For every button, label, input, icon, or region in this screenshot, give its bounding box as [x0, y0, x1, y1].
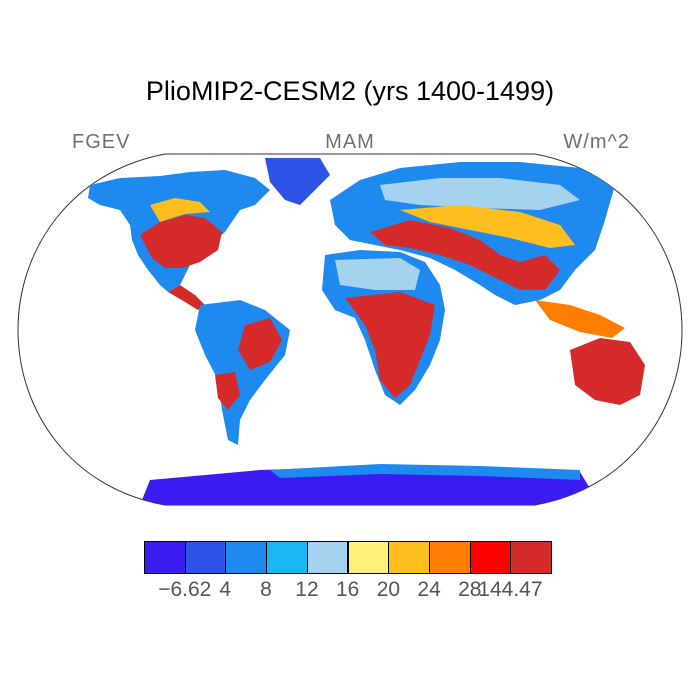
colorbar-label-6: 24	[417, 578, 441, 601]
na-hotspot	[140, 215, 222, 268]
colorbar-box-9	[510, 541, 552, 574]
africa-hotspot	[345, 292, 435, 398]
colorbar-label-7: 28	[458, 578, 482, 601]
sahara	[335, 258, 420, 290]
colorbar-label-4: 16	[336, 578, 360, 601]
colorbar-box-7	[428, 541, 471, 574]
australia	[570, 338, 645, 405]
colorbar-box-8	[469, 541, 512, 574]
colorbar-label-3: 12	[295, 578, 319, 601]
na-warm	[150, 198, 210, 222]
sa-hotspot-2	[215, 372, 240, 410]
colorbar-box-1	[184, 541, 227, 574]
season-label: MAM	[325, 131, 375, 153]
colorbar-box-5	[347, 541, 390, 574]
asia-warm	[400, 205, 575, 248]
greenland	[265, 158, 330, 205]
units-label: W/m^2	[563, 131, 630, 153]
colorbar-label-2: 8	[260, 578, 272, 601]
colorbar-box-4	[306, 541, 349, 574]
sa-hotspot	[238, 318, 282, 370]
variable-label: FGEV	[72, 131, 131, 153]
central-america	[168, 285, 205, 310]
colorbar-label-8: 144.47	[478, 578, 543, 601]
colorbar-box-6	[388, 541, 430, 574]
eurasia-cold	[380, 178, 580, 210]
colorbar-label-1: 4	[219, 578, 232, 601]
se-asia	[535, 300, 625, 338]
colorbar-box-3	[266, 541, 308, 574]
colorbar-label-5: 20	[376, 578, 401, 601]
colorbar-box-0	[144, 541, 186, 574]
asia-hotspot	[370, 220, 560, 290]
antarctica-edge	[270, 464, 580, 480]
colorbar-box-2	[225, 541, 268, 574]
colorbar-label-0: −6.62	[158, 578, 212, 601]
map-title: PlioMIP2-CESM2 (yrs 1400-1499)	[145, 76, 555, 106]
